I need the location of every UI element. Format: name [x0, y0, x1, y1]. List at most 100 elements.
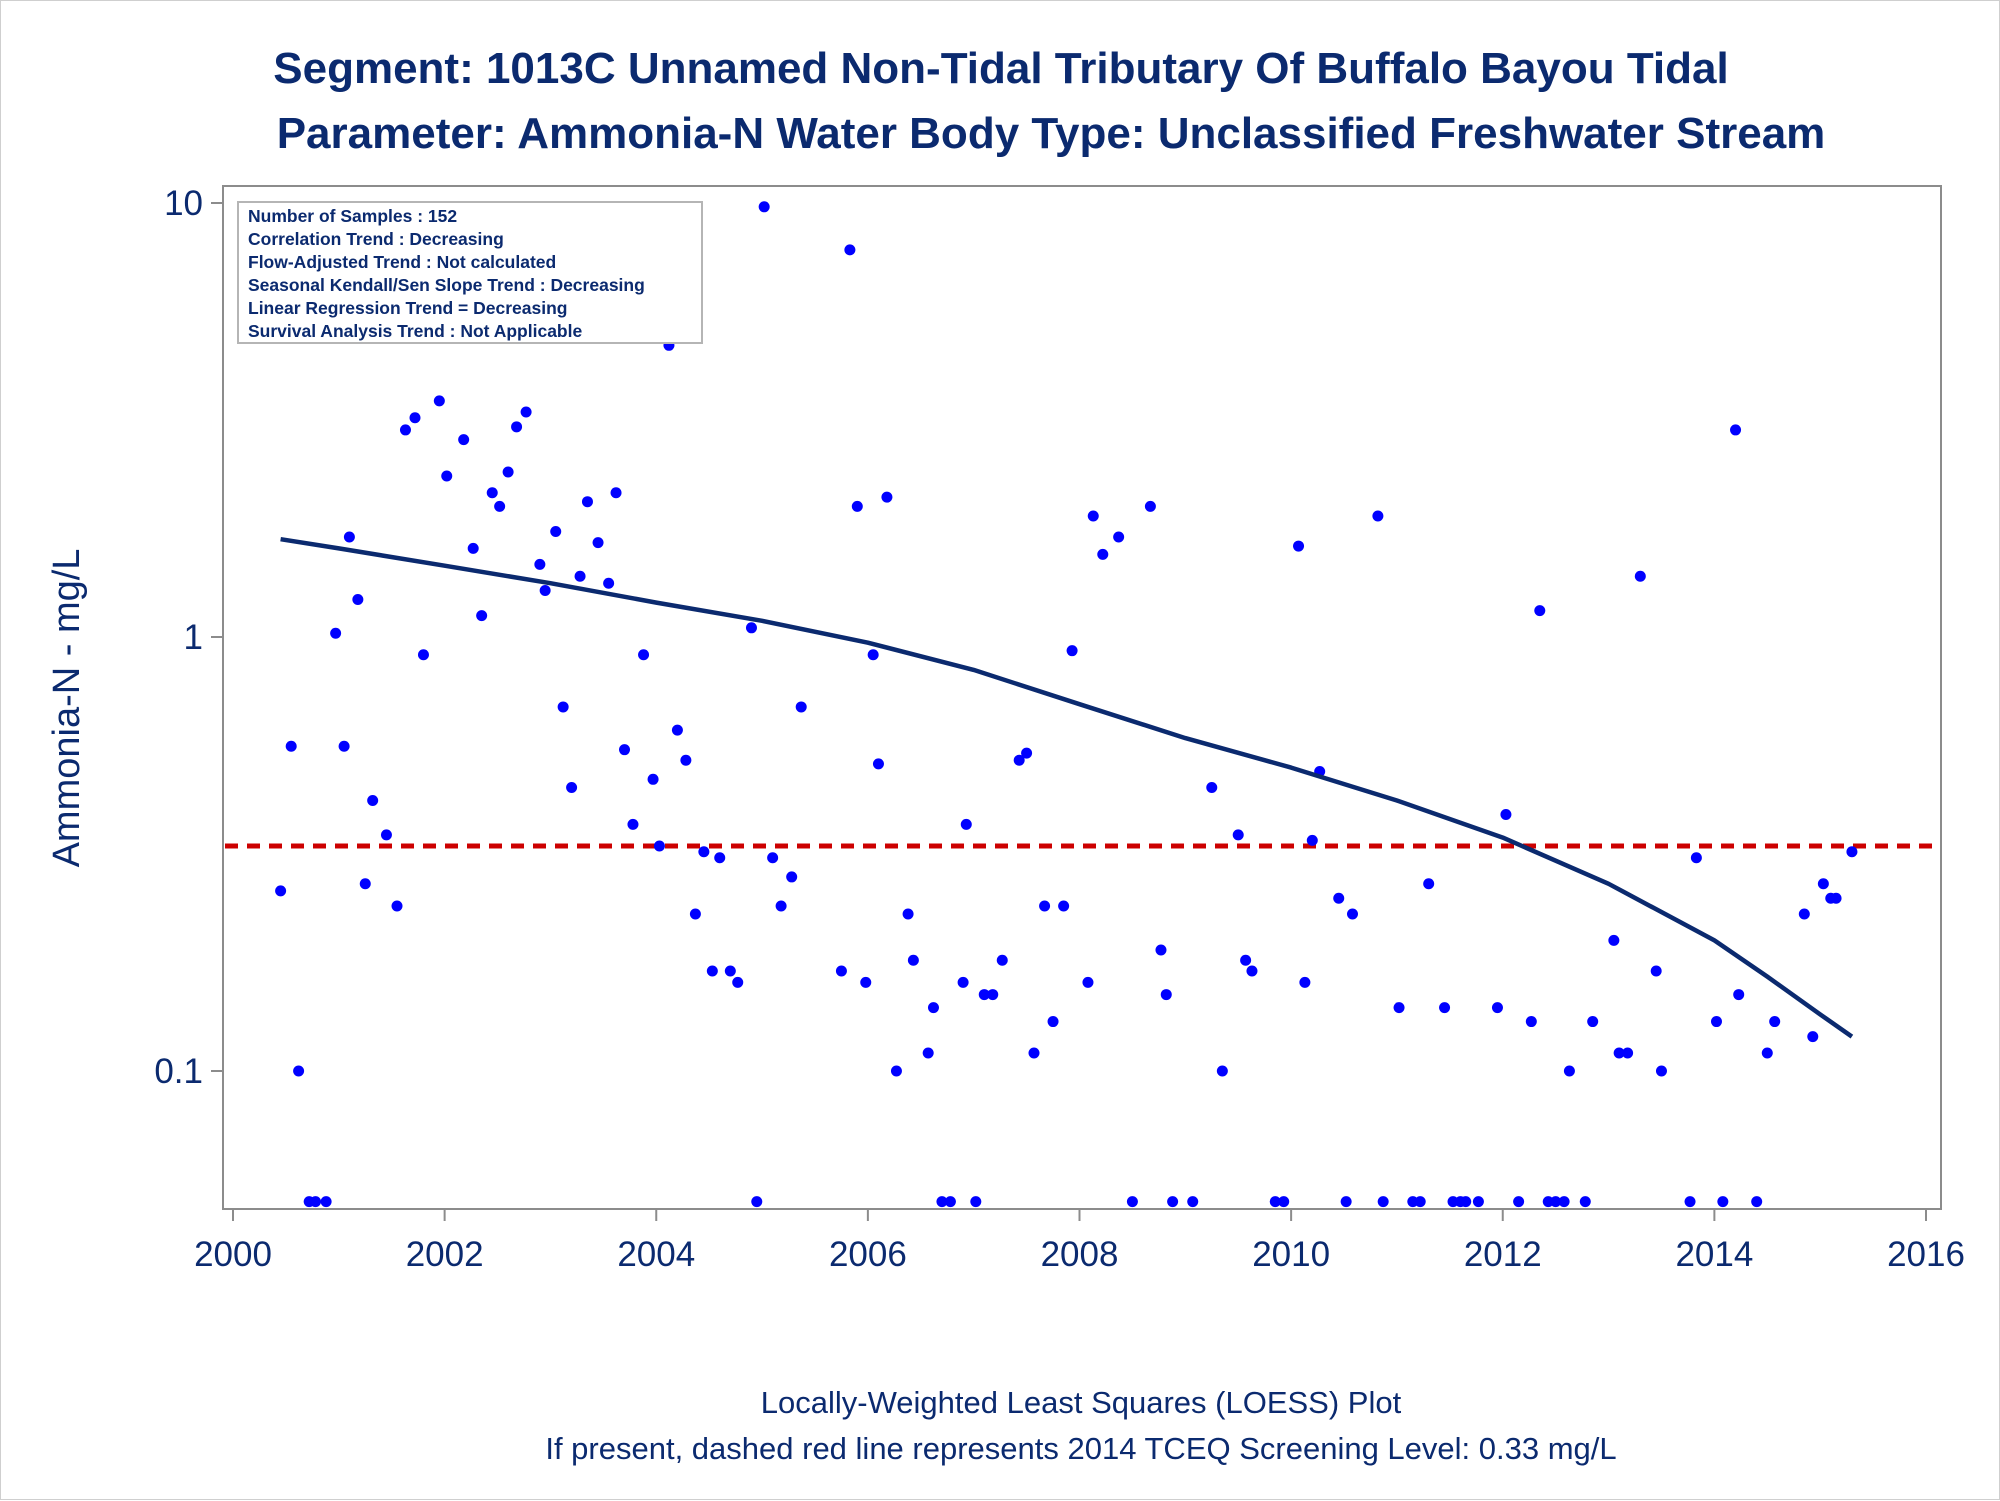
data-point — [380, 829, 392, 841]
data-point — [724, 965, 736, 977]
data-point — [1622, 1047, 1634, 1059]
data-point — [275, 885, 287, 897]
data-point — [996, 954, 1008, 966]
data-point — [1579, 1196, 1591, 1208]
data-point — [960, 818, 972, 830]
x-tick-label: 2000 — [194, 1235, 272, 1274]
data-point — [1187, 1196, 1199, 1208]
data-point — [320, 1196, 332, 1208]
data-point — [343, 531, 355, 543]
data-point — [1306, 834, 1318, 846]
data-point — [860, 976, 872, 988]
info-line: Linear Regression Trend = Decreasing — [248, 298, 568, 318]
data-point — [1717, 1196, 1729, 1208]
data-point — [1144, 500, 1156, 512]
data-point — [539, 584, 551, 596]
data-point — [1730, 424, 1742, 436]
data-point — [922, 1047, 934, 1059]
data-point — [1240, 954, 1252, 966]
data-point — [1690, 852, 1702, 864]
y-axis: 10 1 0.1 — [154, 184, 223, 1091]
data-point — [1684, 1196, 1696, 1208]
data-point — [610, 487, 622, 499]
x-axis: 2000 2002 2004 2006 2008 2010 2012 2014 2016 — [194, 1209, 1965, 1274]
data-point — [1460, 1196, 1472, 1208]
data-point — [1513, 1196, 1525, 1208]
data-point — [1346, 908, 1358, 920]
data-point — [1160, 989, 1172, 1001]
data-point — [890, 1065, 902, 1077]
data-point — [1798, 908, 1810, 920]
data-point — [1634, 570, 1646, 582]
data-point — [391, 900, 403, 912]
data-point — [441, 470, 453, 482]
data-point — [566, 782, 578, 794]
data-point — [957, 976, 969, 988]
data-point — [1472, 1196, 1484, 1208]
data-point — [511, 421, 523, 433]
data-point — [417, 649, 429, 661]
data-point — [795, 701, 807, 713]
data-point — [881, 491, 893, 503]
x-tick-label: 2008 — [1041, 1235, 1119, 1274]
data-point — [1058, 900, 1070, 912]
data-point — [1269, 1196, 1281, 1208]
data-point — [1340, 1196, 1352, 1208]
data-point — [1372, 510, 1384, 522]
data-point — [944, 1196, 956, 1208]
data-point — [557, 701, 569, 713]
data-point — [689, 908, 701, 920]
data-point — [1710, 1016, 1722, 1028]
data-point — [1082, 976, 1094, 988]
data-point — [745, 622, 757, 634]
data-point — [1423, 878, 1435, 890]
data-point — [1013, 754, 1025, 766]
data-point — [520, 406, 532, 418]
data-point — [1500, 808, 1512, 820]
info-box: Number of Samples : 152 Correlation Tren… — [237, 201, 703, 344]
data-point — [653, 840, 665, 852]
data-point — [1377, 1196, 1389, 1208]
data-point — [502, 466, 514, 478]
data-point — [1550, 1196, 1562, 1208]
chart-title: Segment: 1013C Unnamed Non-Tidal Tributa… — [273, 44, 1728, 93]
data-point — [732, 976, 744, 988]
loess-curve — [280, 536, 1854, 1039]
data-point — [1830, 892, 1842, 904]
y-axis-label: Ammonia-N - mg/L — [46, 549, 88, 868]
footnote-loess: Locally-Weighted Least Squares (LOESS) P… — [761, 1385, 1402, 1420]
data-point — [775, 900, 787, 912]
data-point — [1087, 510, 1099, 522]
data-point — [835, 965, 847, 977]
data-point — [409, 412, 421, 424]
data-point — [1769, 1016, 1781, 1028]
data-point — [592, 537, 604, 549]
data-point — [647, 773, 659, 785]
data-point — [1751, 1196, 1763, 1208]
data-point — [1655, 1065, 1667, 1077]
x-tick-label: 2014 — [1675, 1235, 1753, 1274]
plot-area — [222, 185, 1942, 1210]
info-line: Seasonal Kendall/Sen Slope Trend : Decre… — [248, 275, 645, 295]
data-point — [1534, 605, 1546, 617]
info-line: Survival Analysis Trend : Not Applicable — [248, 321, 582, 341]
data-point — [458, 434, 470, 446]
y-tick-label: 1 — [184, 618, 203, 657]
info-line: Correlation Trend : Decreasing — [248, 229, 504, 249]
data-point — [1028, 1047, 1040, 1059]
data-point — [867, 649, 879, 661]
data-point — [574, 570, 586, 582]
data-point — [330, 627, 342, 639]
data-point — [844, 244, 856, 256]
data-point — [698, 846, 710, 858]
data-point — [1613, 1047, 1625, 1059]
data-point — [293, 1065, 305, 1077]
data-point — [486, 487, 498, 499]
x-tick-label: 2016 — [1887, 1235, 1965, 1274]
data-point — [1047, 1016, 1059, 1028]
data-point — [758, 201, 770, 213]
data-point — [1232, 829, 1244, 841]
data-point — [1293, 540, 1305, 552]
data-point — [310, 1196, 322, 1208]
